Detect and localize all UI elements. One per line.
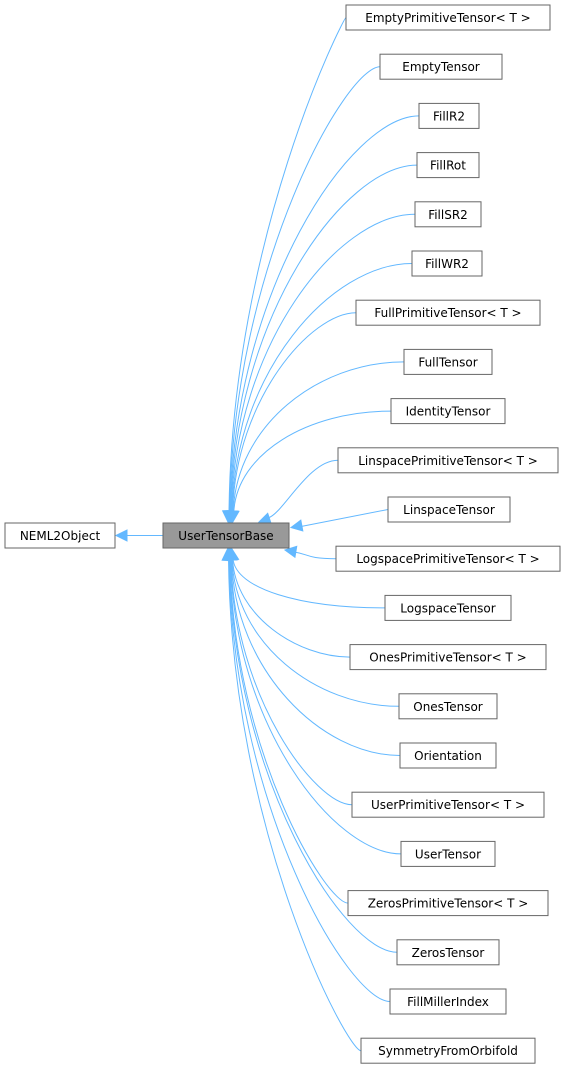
edge-arrowhead xyxy=(289,519,304,532)
node-linspacetensor-label: LinspaceTensor xyxy=(403,503,495,517)
node-logspaceprimitivetensor-t[interactable]: LogspacePrimitiveTensor< T > xyxy=(335,545,561,572)
node-userprimitivetensor-t-label: UserPrimitiveTensor< T > xyxy=(371,798,525,812)
node-symmetryfromorbifold-label: SymmetryFromOrbifold xyxy=(378,1044,518,1058)
node-onestensor[interactable]: OnesTensor xyxy=(398,693,498,720)
edge-linspaceprimitivetensor-t-to-usertensorbase xyxy=(257,459,339,525)
node-userprimitivetensor-t[interactable]: UserPrimitiveTensor< T > xyxy=(351,791,545,818)
node-linspacetensor[interactable]: LinspaceTensor xyxy=(387,496,511,523)
edge-emptyprimitivetensor-t-to-usertensorbase xyxy=(221,17,347,524)
edge-arrowhead xyxy=(221,547,234,561)
edge-symmetryfromorbifold-to-usertensorbase xyxy=(221,547,362,1052)
node-identitytensor[interactable]: IdentityTensor xyxy=(390,398,506,425)
edge-onesprimitivetensor-t-to-usertensorbase xyxy=(225,547,351,658)
edge-userprimitivetensor-t-to-usertensorbase xyxy=(224,547,353,806)
edge-arrowhead xyxy=(114,529,128,542)
node-emptytensor[interactable]: EmptyTensor xyxy=(379,53,503,80)
edge-arrowhead xyxy=(283,545,298,559)
node-usertensor[interactable]: UserTensor xyxy=(400,840,496,867)
edge-logspaceprimitivetensor-t-to-usertensorbase xyxy=(283,545,337,560)
node-neml2object[interactable]: NEML2Object xyxy=(4,522,116,549)
node-neml2object-label: NEML2Object xyxy=(20,529,101,543)
node-zerosprimitivetensor-t-label: ZerosPrimitiveTensor< T > xyxy=(368,897,529,911)
node-onestensor-label: OnesTensor xyxy=(413,700,483,714)
node-fillwr2-label: FillWR2 xyxy=(425,257,469,271)
node-symmetryfromorbifold[interactable]: SymmetryFromOrbifold xyxy=(360,1037,536,1064)
node-logspaceprimitivetensor-t-label: LogspacePrimitiveTensor< T > xyxy=(356,552,539,566)
inheritance-edges xyxy=(114,17,420,1052)
node-fillsr2-label: FillSR2 xyxy=(428,208,468,222)
node-fullprimitivetensor-t[interactable]: FullPrimitiveTensor< T > xyxy=(355,299,541,326)
node-fillsr2[interactable]: FillSR2 xyxy=(414,201,482,228)
node-logspacetensor[interactable]: LogspaceTensor xyxy=(384,594,512,621)
node-usertensorbase-label: UserTensorBase xyxy=(178,529,273,543)
node-zerostensor[interactable]: ZerosTensor xyxy=(396,939,500,966)
node-zerostensor-label: ZerosTensor xyxy=(412,946,485,960)
node-onesprimitivetensor-t-label: OnesPrimitiveTensor< T > xyxy=(369,651,526,665)
node-fillrot-label: FillRot xyxy=(430,159,466,173)
node-fulltensor[interactable]: FullTensor xyxy=(403,348,493,375)
node-fillr2-label: FillR2 xyxy=(433,109,465,123)
derived-classes: EmptyPrimitiveTensor< T > EmptyTensor Fill… xyxy=(335,4,561,1064)
node-fullprimitivetensor-t-label: FullPrimitiveTensor< T > xyxy=(374,306,521,320)
node-usertensor-label: UserTensor xyxy=(415,847,481,861)
node-fillmillerindex[interactable]: FillMillerIndex xyxy=(389,988,507,1015)
edge-usertensorbase-to-neml2object xyxy=(114,529,163,542)
node-fillr2[interactable]: FillR2 xyxy=(418,102,480,129)
node-fillmillerindex-label: FillMillerIndex xyxy=(407,995,489,1009)
node-logspacetensor-label: LogspaceTensor xyxy=(400,601,496,615)
node-linspaceprimitivetensor-t[interactable]: LinspacePrimitiveTensor< T > xyxy=(337,447,559,474)
node-fulltensor-label: FullTensor xyxy=(418,355,477,369)
node-orientation[interactable]: Orientation xyxy=(399,742,497,769)
node-zerosprimitivetensor-t[interactable]: ZerosPrimitiveTensor< T > xyxy=(347,890,549,917)
node-usertensorbase[interactable]: UserTensorBase xyxy=(162,522,290,549)
node-emptyprimitivetensor-t-label: EmptyPrimitiveTensor< T > xyxy=(365,11,530,25)
node-identitytensor-label: IdentityTensor xyxy=(406,405,491,419)
node-emptytensor-label: EmptyTensor xyxy=(402,60,480,74)
edge-arrowhead xyxy=(227,510,240,524)
edge-identitytensor-to-usertensorbase xyxy=(227,410,392,524)
node-fillrot[interactable]: FillRot xyxy=(416,152,480,179)
node-emptyprimitivetensor-t[interactable]: EmptyPrimitiveTensor< T > xyxy=(345,4,551,31)
node-linspaceprimitivetensor-t-label: LinspacePrimitiveTensor< T > xyxy=(358,454,538,468)
edge-linspacetensor-to-usertensorbase xyxy=(289,509,389,532)
node-orientation-label: Orientation xyxy=(414,749,482,763)
node-fillwr2[interactable]: FillWR2 xyxy=(411,250,483,277)
node-onesprimitivetensor-t[interactable]: OnesPrimitiveTensor< T > xyxy=(349,644,547,671)
edge-arrowhead xyxy=(257,512,272,525)
